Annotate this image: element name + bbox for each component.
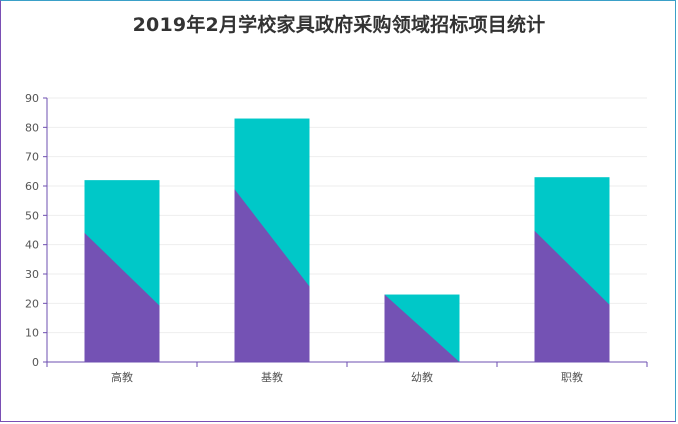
y-tick-label: 90 [25, 92, 39, 105]
y-tick-label: 40 [25, 239, 39, 252]
bar-fill-高教 [84, 232, 160, 362]
y-tick-label: 70 [25, 151, 39, 164]
y-tick-label: 10 [25, 327, 39, 340]
y-tick-label: 20 [25, 297, 39, 310]
chart-title: 2019年2月学校家具政府采购领域招标项目统计 [132, 14, 546, 36]
bar-fill-幼教 [384, 294, 460, 362]
y-tick-label: 0 [32, 356, 39, 369]
y-tick-label: 60 [25, 180, 39, 193]
tick-labels: 0 10 20 30 40 50 60 70 80 90 高教 基教 幼教 职教 [25, 92, 583, 384]
x-tick-label: 职教 [561, 371, 583, 384]
bars [84, 118, 610, 363]
y-tick-label: 80 [25, 121, 39, 134]
x-tick-label: 基教 [261, 371, 283, 384]
axes [43, 97, 648, 367]
y-tick-label: 50 [25, 209, 39, 222]
bar-fill-职教 [534, 230, 610, 362]
x-tick-label: 幼教 [411, 371, 433, 384]
y-tick-label: 30 [25, 268, 39, 281]
bar-fill-基教 [234, 189, 310, 362]
x-tick-label: 高教 [111, 370, 133, 384]
